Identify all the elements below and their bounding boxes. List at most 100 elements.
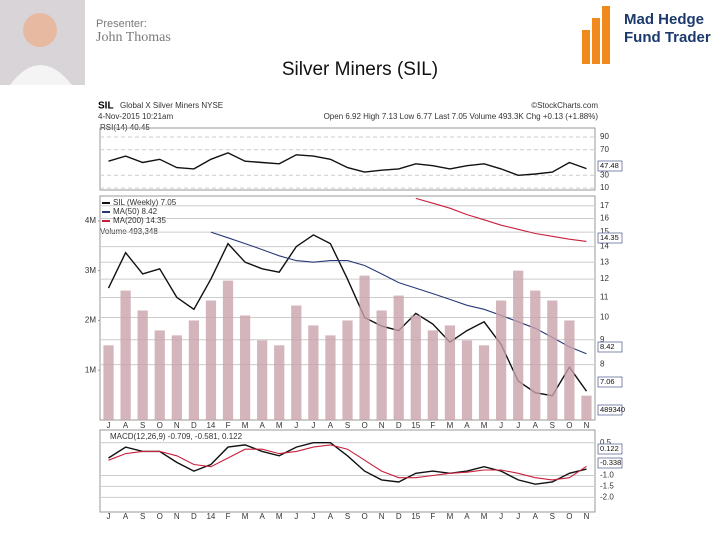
volume-bar xyxy=(325,335,336,420)
y2-tick-label: 4M xyxy=(85,216,96,225)
x-tick-label: D xyxy=(191,421,197,430)
value-tag xyxy=(597,457,623,469)
legend-label: SIL (Weekly) 7.05 xyxy=(113,198,177,207)
series-line xyxy=(107,234,588,397)
value-tag xyxy=(597,376,623,388)
y-tick-label: 9 xyxy=(600,335,605,344)
quote: Open 6.92 High 7.13 Low 6.77 Last 7.05 V… xyxy=(324,112,599,121)
x-tick-label: M xyxy=(481,512,488,521)
series-line xyxy=(108,444,587,481)
volume-bar xyxy=(257,340,268,420)
x-tick-label: O xyxy=(566,421,572,430)
y-tick-label: 13 xyxy=(600,257,609,266)
volume-bar xyxy=(376,310,387,420)
y-tick-label: 12 xyxy=(600,274,609,283)
date: 4-Nov-2015 10:21am xyxy=(98,112,173,121)
x-tick-label: O xyxy=(361,421,367,430)
volume-bar xyxy=(342,320,353,420)
volume-bar xyxy=(222,280,234,420)
presenter-label: Presenter: xyxy=(96,18,147,30)
x-tick-label: A xyxy=(259,512,265,521)
x-tick-label: S xyxy=(140,421,145,430)
series-line xyxy=(210,231,587,355)
y-tick-label: 70 xyxy=(600,145,609,154)
x-tick-label: A xyxy=(533,421,539,430)
legend-label: MA(50) 8.42 xyxy=(113,207,158,216)
logo: Mad Hedge Fund Trader xyxy=(582,6,711,64)
legend-swatch xyxy=(102,202,110,204)
x-tick-label: F xyxy=(430,421,435,430)
y-tick-label: -2.0 xyxy=(600,492,614,501)
y-tick-label: 0.5 xyxy=(600,438,612,447)
value-tag xyxy=(597,341,623,353)
volume-bar xyxy=(188,320,199,420)
slide-title: Silver Miners (SIL) xyxy=(282,59,438,80)
x-tick-label: S xyxy=(550,421,555,430)
x-tick-label: S xyxy=(140,512,145,521)
presenter-name: John Thomas xyxy=(96,30,171,45)
y-tick-label: 16 xyxy=(600,214,609,223)
x-tick-label: A xyxy=(464,512,470,521)
x-tick-label: M xyxy=(481,421,488,430)
y2-tick-label: 2M xyxy=(85,316,96,325)
x-tick-label: M xyxy=(242,421,249,430)
logo-text: Mad Hedge xyxy=(624,11,704,28)
value-tag xyxy=(597,404,623,416)
legend-swatch xyxy=(102,211,110,213)
volume-bar xyxy=(427,330,438,420)
value-tag-label: 7.06 xyxy=(600,377,615,386)
x-tick-label: O xyxy=(157,512,163,521)
x-tick-label: F xyxy=(226,421,231,430)
series-line xyxy=(108,152,587,177)
x-tick-label: J xyxy=(311,421,315,430)
x-tick-label: N xyxy=(174,512,180,521)
x-tick-label: N xyxy=(584,512,590,521)
value-tag-label: 489340 xyxy=(600,405,625,414)
value-tag xyxy=(597,443,623,455)
x-tick-label: J xyxy=(516,512,520,521)
volume-bar xyxy=(103,345,114,420)
volume-bar xyxy=(359,275,370,420)
volume-bar xyxy=(513,270,524,420)
x-tick-label: J xyxy=(311,512,315,521)
x-tick-label: M xyxy=(242,512,249,521)
x-tick-label: N xyxy=(174,421,180,430)
volume-bar xyxy=(564,320,575,420)
value-tag-label: 8.42 xyxy=(600,342,615,351)
volume-bar xyxy=(239,315,251,420)
presenter-face xyxy=(23,13,57,47)
x-tick-label: A xyxy=(533,512,539,521)
x-tick-label: J xyxy=(516,421,520,430)
x-tick-label: M xyxy=(276,421,283,430)
x-tick-label: A xyxy=(328,421,334,430)
x-tick-label: J xyxy=(107,421,111,430)
x-tick-label: S xyxy=(345,421,350,430)
logo-text: Fund Trader xyxy=(624,29,711,46)
volume-bar xyxy=(461,340,473,420)
y-tick-label: 30 xyxy=(600,170,609,179)
x-tick-label: O xyxy=(361,512,367,521)
y-tick-label: 90 xyxy=(600,132,609,141)
volume-bar xyxy=(171,335,182,420)
x-tick-label: J xyxy=(294,421,298,430)
y-tick-label: -1.0 xyxy=(600,471,614,480)
x-tick-label: A xyxy=(464,421,470,430)
value-tag xyxy=(597,232,623,244)
volume-bar xyxy=(120,290,131,420)
y-tick-label: 17 xyxy=(600,201,609,210)
panel xyxy=(99,429,596,513)
x-tick-label: F xyxy=(430,512,435,521)
series-line xyxy=(108,442,587,485)
y-tick-label: 11 xyxy=(600,293,609,302)
x-tick-label: A xyxy=(123,512,129,521)
value-tag xyxy=(597,160,623,172)
volume-bar xyxy=(581,395,592,420)
logo-bar xyxy=(582,30,590,64)
x-tick-label: N xyxy=(584,421,590,430)
volume-bar xyxy=(410,315,421,420)
source: ©StockCharts.com xyxy=(531,101,598,110)
value-tag-label: -0.338 xyxy=(600,458,621,467)
x-tick-label: 15 xyxy=(411,421,420,430)
x-tick-label: S xyxy=(345,512,350,521)
